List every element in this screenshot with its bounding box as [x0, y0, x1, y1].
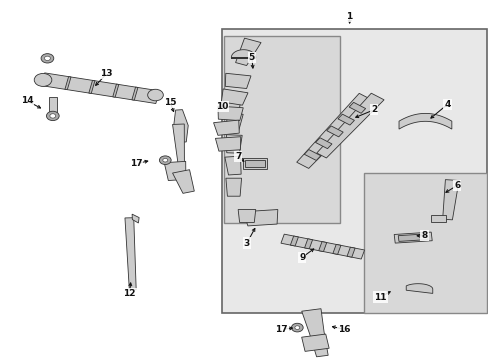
- Polygon shape: [304, 149, 320, 161]
- Polygon shape: [41, 73, 159, 104]
- Text: 14: 14: [20, 96, 33, 105]
- Circle shape: [34, 73, 52, 86]
- Bar: [222, 29, 486, 313]
- Polygon shape: [213, 120, 239, 135]
- Circle shape: [163, 158, 167, 162]
- Polygon shape: [301, 334, 328, 351]
- Polygon shape: [224, 156, 241, 175]
- Text: 17: 17: [129, 159, 142, 168]
- Polygon shape: [226, 135, 242, 153]
- Polygon shape: [172, 170, 194, 193]
- Text: 10: 10: [215, 102, 228, 111]
- Text: 5: 5: [248, 53, 254, 62]
- Polygon shape: [348, 102, 365, 113]
- Polygon shape: [132, 214, 139, 223]
- Text: 17: 17: [275, 325, 287, 334]
- Text: 6: 6: [453, 181, 459, 190]
- Polygon shape: [296, 93, 374, 168]
- Text: 4: 4: [443, 100, 450, 109]
- Polygon shape: [346, 247, 354, 257]
- Circle shape: [41, 54, 54, 63]
- Bar: [364, 173, 486, 313]
- Text: 2: 2: [370, 105, 376, 114]
- Circle shape: [291, 323, 303, 332]
- Polygon shape: [304, 239, 312, 249]
- Circle shape: [44, 56, 50, 60]
- Polygon shape: [65, 77, 71, 90]
- Text: 8: 8: [421, 231, 427, 240]
- Polygon shape: [442, 180, 458, 220]
- Polygon shape: [316, 93, 383, 158]
- Text: 3: 3: [244, 238, 249, 248]
- Polygon shape: [215, 137, 240, 151]
- Polygon shape: [326, 126, 343, 137]
- Polygon shape: [113, 84, 119, 97]
- Polygon shape: [318, 242, 326, 252]
- Polygon shape: [397, 234, 427, 242]
- Polygon shape: [225, 113, 243, 132]
- Polygon shape: [164, 161, 185, 180]
- Polygon shape: [245, 160, 264, 167]
- Polygon shape: [132, 87, 138, 100]
- Polygon shape: [49, 97, 57, 112]
- Polygon shape: [398, 113, 451, 129]
- Polygon shape: [231, 50, 255, 58]
- Circle shape: [159, 156, 171, 165]
- Polygon shape: [301, 309, 327, 357]
- Polygon shape: [225, 73, 250, 89]
- Polygon shape: [218, 106, 243, 121]
- Text: 9: 9: [298, 253, 305, 262]
- Text: 15: 15: [163, 98, 176, 107]
- Polygon shape: [337, 114, 354, 125]
- Circle shape: [50, 114, 56, 118]
- Text: 12: 12: [123, 289, 136, 298]
- Polygon shape: [406, 284, 432, 293]
- Bar: [224, 36, 339, 223]
- Polygon shape: [235, 38, 261, 66]
- Text: 13: 13: [100, 69, 113, 78]
- Polygon shape: [430, 215, 445, 222]
- Text: 7: 7: [234, 152, 241, 161]
- Polygon shape: [315, 138, 331, 149]
- Circle shape: [147, 89, 163, 101]
- Polygon shape: [243, 158, 267, 169]
- Polygon shape: [332, 244, 340, 255]
- Text: 1: 1: [346, 12, 352, 21]
- Polygon shape: [281, 234, 364, 259]
- Circle shape: [46, 111, 59, 121]
- Text: 16: 16: [338, 325, 350, 334]
- Polygon shape: [238, 210, 255, 222]
- Polygon shape: [173, 110, 188, 142]
- Polygon shape: [225, 178, 241, 196]
- Text: 11: 11: [373, 292, 386, 302]
- Polygon shape: [125, 218, 136, 290]
- Polygon shape: [221, 89, 247, 105]
- Polygon shape: [393, 232, 431, 243]
- Polygon shape: [172, 124, 184, 167]
- Circle shape: [294, 326, 299, 329]
- Polygon shape: [290, 236, 298, 246]
- Polygon shape: [243, 210, 277, 226]
- Polygon shape: [226, 91, 242, 110]
- Polygon shape: [89, 80, 95, 93]
